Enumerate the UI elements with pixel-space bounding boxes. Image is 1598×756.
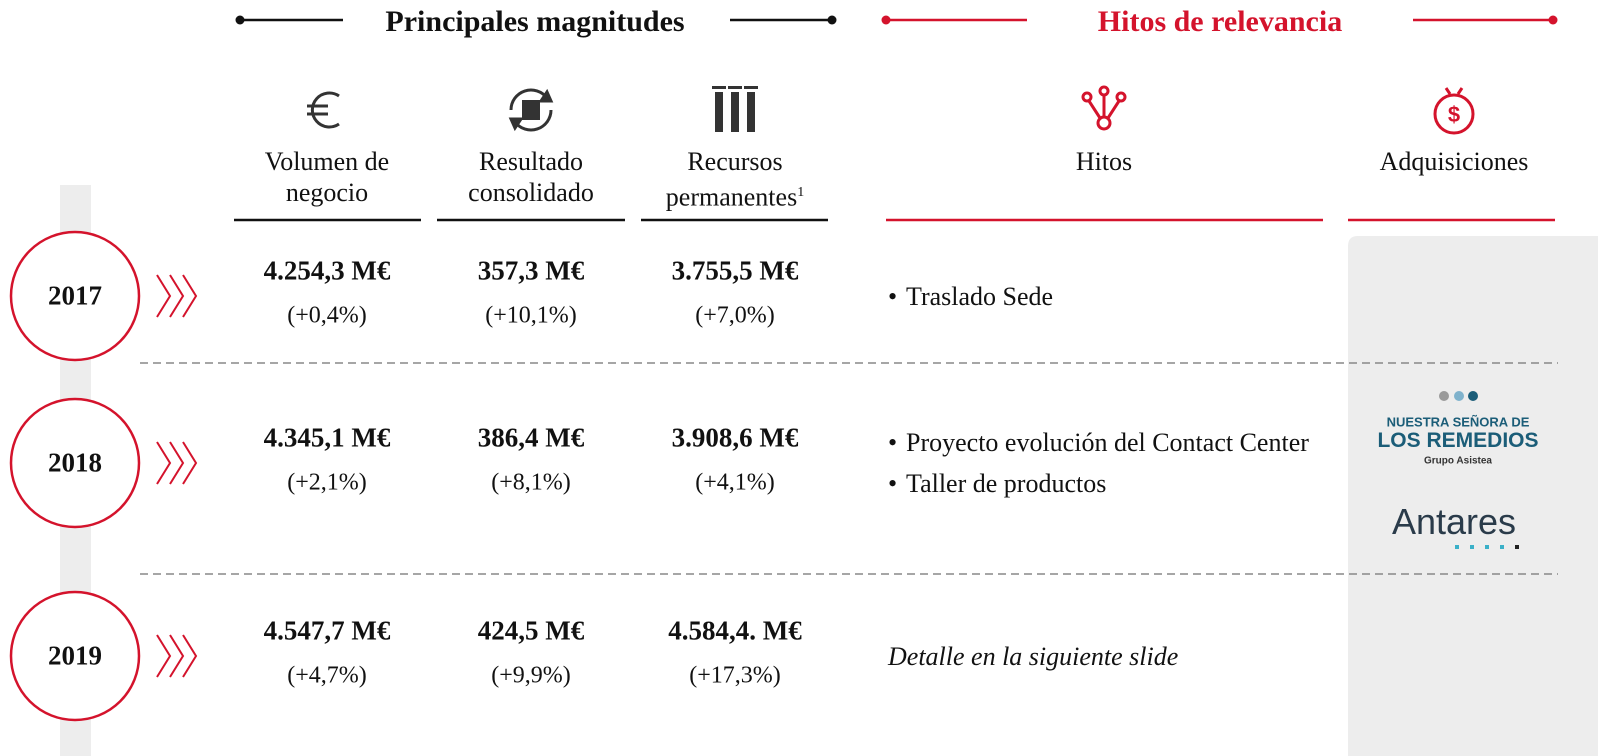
chevron <box>169 441 185 485</box>
column-label: Recursos permanentes <box>665 147 798 212</box>
metric-change: (+2,1%) <box>287 469 367 496</box>
svg-text:$: $ <box>1448 102 1460 127</box>
antares-dots <box>1455 545 1519 549</box>
milestone-item: Taller de productos <box>888 467 1318 500</box>
column-label: Resultado consolidado <box>468 147 594 207</box>
logo-text: Grupo Asistea <box>1424 455 1492 467</box>
chevron <box>169 634 185 678</box>
metric-value: 424,5 M€ <box>477 615 585 646</box>
metric-value: 3.908,6 M€ <box>671 422 799 453</box>
column-header: Volumen de negocio <box>247 146 407 208</box>
metric-change: (+4,7%) <box>287 662 367 689</box>
metric-value: 357,3 M€ <box>477 255 585 286</box>
metric-value: 4.547,7 M€ <box>263 615 391 646</box>
chevron <box>182 441 198 485</box>
chevron <box>156 441 172 485</box>
section-title: Hitos de relevancia <box>1097 5 1343 38</box>
metric-value: 3.755,5 M€ <box>671 255 799 286</box>
footnote-mark: 1 <box>797 185 805 200</box>
milestones: Proyecto evolución del Contact Center Tal… <box>888 383 1318 543</box>
milestone-note: Detalle en la siguiente slide <box>888 641 1179 671</box>
year-circle <box>9 590 141 722</box>
section-title: Principales magnitudes <box>385 5 685 38</box>
milestones: Detalle en la siguiente slide <box>888 576 1318 736</box>
column-label: Volumen de negocio <box>264 147 390 207</box>
logo-dots <box>1439 391 1478 401</box>
acquisitions-panel <box>1348 236 1598 756</box>
chevron <box>182 274 198 318</box>
milestone-item: Traslado Sede <box>888 280 1318 313</box>
year-label: 2017 <box>48 280 102 311</box>
year-label: 2019 <box>48 640 102 671</box>
metric-change: (+17,3%) <box>689 662 781 689</box>
milestone-item: Proyecto evolución del Contact Center <box>888 426 1318 459</box>
metric-change: (+0,4%) <box>287 302 367 329</box>
milestones: Traslado Sede <box>888 216 1318 376</box>
icon-hitos <box>1081 85 1127 131</box>
icon-acquisitions: $ <box>1433 87 1475 135</box>
icon-euro <box>307 91 340 129</box>
chevron <box>156 274 172 318</box>
metric-change: (+8,1%) <box>491 469 571 496</box>
metric-change: (+10,1%) <box>485 302 577 329</box>
logo-text: NUESTRA SEÑORA DE <box>1386 414 1530 430</box>
logo-text: Antares <box>1391 501 1517 542</box>
chevron <box>156 634 172 678</box>
metric-change: (+9,9%) <box>491 662 571 689</box>
metric-value: 4.254,3 M€ <box>263 255 391 286</box>
metric-change: (+7,0%) <box>695 302 775 329</box>
column-header: Recursos permanentes1 <box>635 146 835 213</box>
header-rules <box>235 15 1558 25</box>
logo-text: LOS REMEDIOS <box>1377 429 1539 452</box>
icon-result <box>508 88 554 132</box>
chevron <box>169 274 185 318</box>
column-header: Adquisiciones <box>1379 147 1529 176</box>
chevron <box>182 634 198 678</box>
icon-columns <box>712 86 758 132</box>
year-circle <box>9 230 141 362</box>
column-header: Hitos <box>1075 147 1133 176</box>
year-label: 2018 <box>48 447 102 478</box>
column-header: Resultado consolidado <box>431 146 631 208</box>
row-dividers <box>140 362 1558 575</box>
metric-value: 4.345,1 M€ <box>263 422 391 453</box>
metric-value: 386,4 M€ <box>477 422 585 453</box>
year-circle <box>9 397 141 529</box>
metric-change: (+4,1%) <box>695 469 775 496</box>
metric-value: 4.584,4. M€ <box>668 615 802 646</box>
